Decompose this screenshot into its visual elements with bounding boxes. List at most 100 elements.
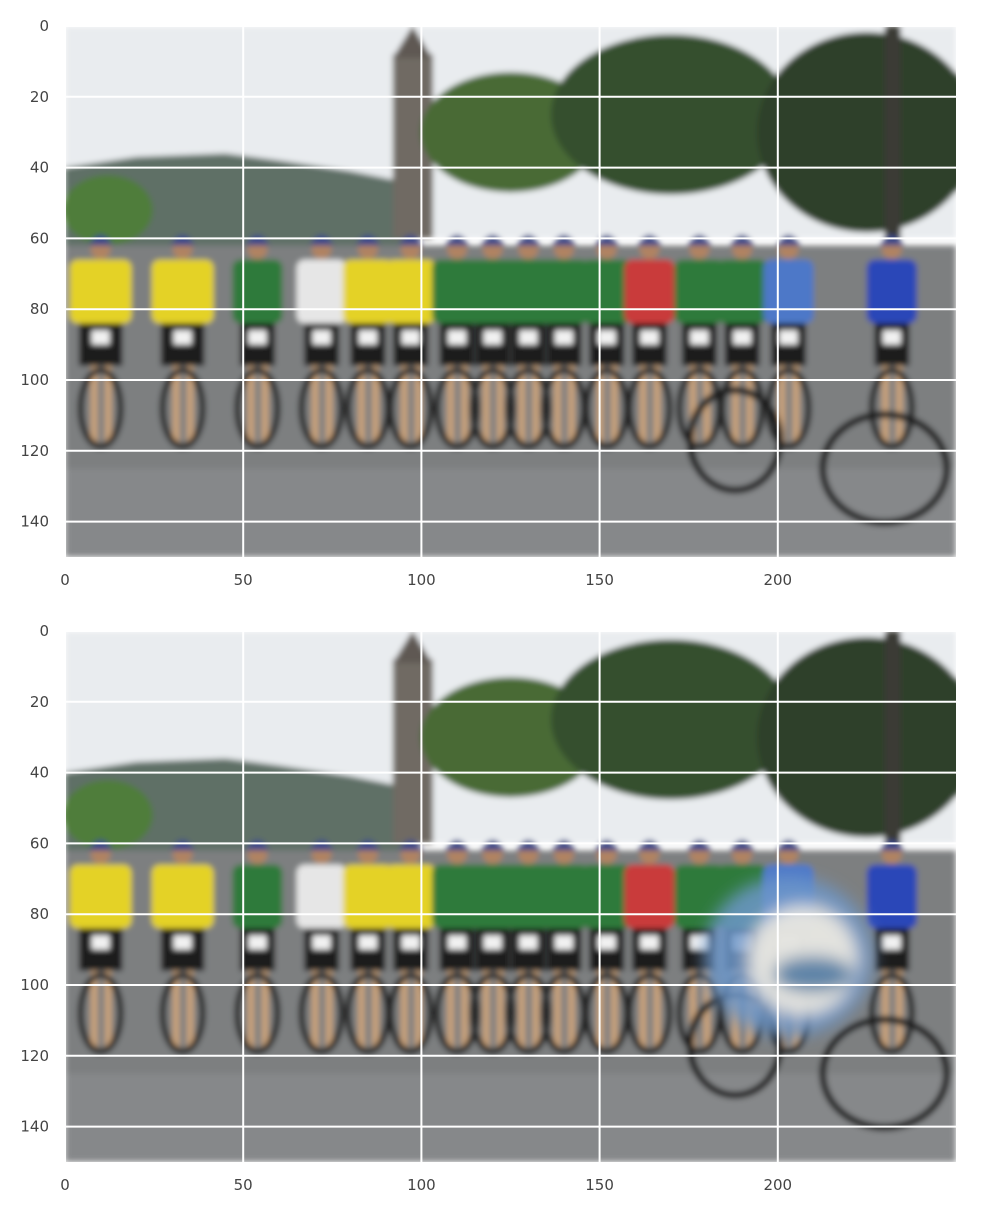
tree-right [550, 639, 791, 800]
leg [172, 365, 180, 444]
bike-wheel [387, 972, 434, 1055]
y-tick-label: 20 [30, 88, 49, 106]
leg [400, 365, 408, 444]
leg [172, 970, 180, 1049]
image-axes-top: 0 50 100 150 200 0 20 40 60 80 100 120 140 [20, 17, 956, 589]
x-tick-label: 200 [763, 1176, 792, 1194]
jersey [342, 864, 393, 929]
x-tick-label: 0 [60, 571, 70, 589]
road-front [65, 1073, 956, 1162]
jersey [538, 259, 589, 324]
jersey [763, 259, 814, 324]
number-plate [690, 935, 709, 950]
leg [689, 365, 697, 444]
y-tick-label: 120 [20, 1047, 49, 1065]
number-plate [519, 935, 538, 950]
jersey [866, 864, 917, 929]
y-tick-label: 120 [20, 442, 49, 460]
number-plate [448, 935, 467, 950]
left-tree [65, 175, 153, 246]
number-plate [248, 935, 267, 950]
jersey [69, 259, 132, 324]
cyclist [385, 839, 436, 1055]
number-plate [483, 935, 502, 950]
image-panel-top: 0 50 100 150 200 0 20 40 60 80 100 120 140 [0, 0, 1002, 600]
leg [104, 970, 112, 1049]
leg [90, 365, 98, 444]
cyclist [503, 234, 554, 450]
jersey [296, 259, 347, 324]
cyclist [151, 234, 214, 450]
cyclist [69, 839, 132, 1055]
number-plate [483, 330, 502, 345]
bike-wheel [505, 972, 552, 1055]
jersey [232, 259, 283, 324]
leg [414, 970, 422, 1049]
leg [371, 365, 379, 444]
leg [518, 970, 526, 1049]
leg [482, 970, 490, 1049]
number-plate [448, 330, 467, 345]
y-tick-label: 40 [30, 159, 49, 177]
number-plate [519, 330, 538, 345]
leg [325, 970, 333, 1049]
image-axes-bottom: 0 50 100 150 200 0 20 40 60 80 100 120 140 [20, 622, 956, 1194]
x-tick-label: 200 [763, 571, 792, 589]
front-wheel-mid [686, 386, 784, 494]
cyclist [232, 234, 283, 450]
photo-content [65, 26, 956, 557]
leg [610, 970, 618, 1049]
y-tick-label: 60 [30, 229, 49, 247]
number-plate [173, 330, 192, 345]
bike-wheel [505, 367, 552, 450]
jersey [296, 864, 347, 929]
number-plate [554, 330, 573, 345]
y-tick-label: 20 [30, 693, 49, 711]
number-plate [248, 330, 267, 345]
number-plate [882, 330, 901, 345]
jersey [151, 259, 214, 324]
y-tick-label: 100 [20, 371, 49, 389]
tree-right [550, 34, 791, 195]
bike-wheel [77, 972, 124, 1055]
leg [261, 970, 269, 1049]
cyclist [624, 234, 675, 450]
number-plate [733, 330, 752, 345]
jersey [674, 864, 725, 929]
grid [64, 630, 956, 1162]
jersey [581, 259, 632, 324]
overlay-patch [703, 876, 874, 1037]
cyclist [866, 234, 917, 450]
leg [881, 970, 889, 1049]
cyclist [538, 234, 589, 450]
bike-wheel [298, 367, 345, 450]
leg [532, 365, 540, 444]
cyclist [151, 839, 214, 1055]
jersey [385, 864, 436, 929]
left-tree [65, 780, 153, 851]
bike-wheel [234, 972, 281, 1055]
leg [371, 970, 379, 1049]
number-plate [597, 935, 616, 950]
number-plate [401, 330, 420, 345]
jersey [342, 259, 393, 324]
image-panel-bottom: 0 50 100 150 200 0 20 40 60 80 100 120 140 [0, 605, 1002, 1205]
leg [414, 365, 422, 444]
leg [653, 365, 661, 444]
road-front [65, 468, 956, 557]
number-plate [690, 330, 709, 345]
jersey [717, 259, 768, 324]
photo [65, 631, 956, 1162]
y-tick-label: 140 [20, 1118, 49, 1136]
leg [104, 365, 112, 444]
leg [311, 365, 319, 444]
leg [357, 365, 365, 444]
number-plate [91, 330, 110, 345]
leg [447, 365, 455, 444]
grid [64, 25, 956, 557]
bike-wheel [626, 367, 673, 450]
leg [311, 970, 319, 1049]
leg [186, 970, 194, 1049]
bike-wheel [469, 367, 516, 450]
bike-wheel [469, 972, 516, 1055]
